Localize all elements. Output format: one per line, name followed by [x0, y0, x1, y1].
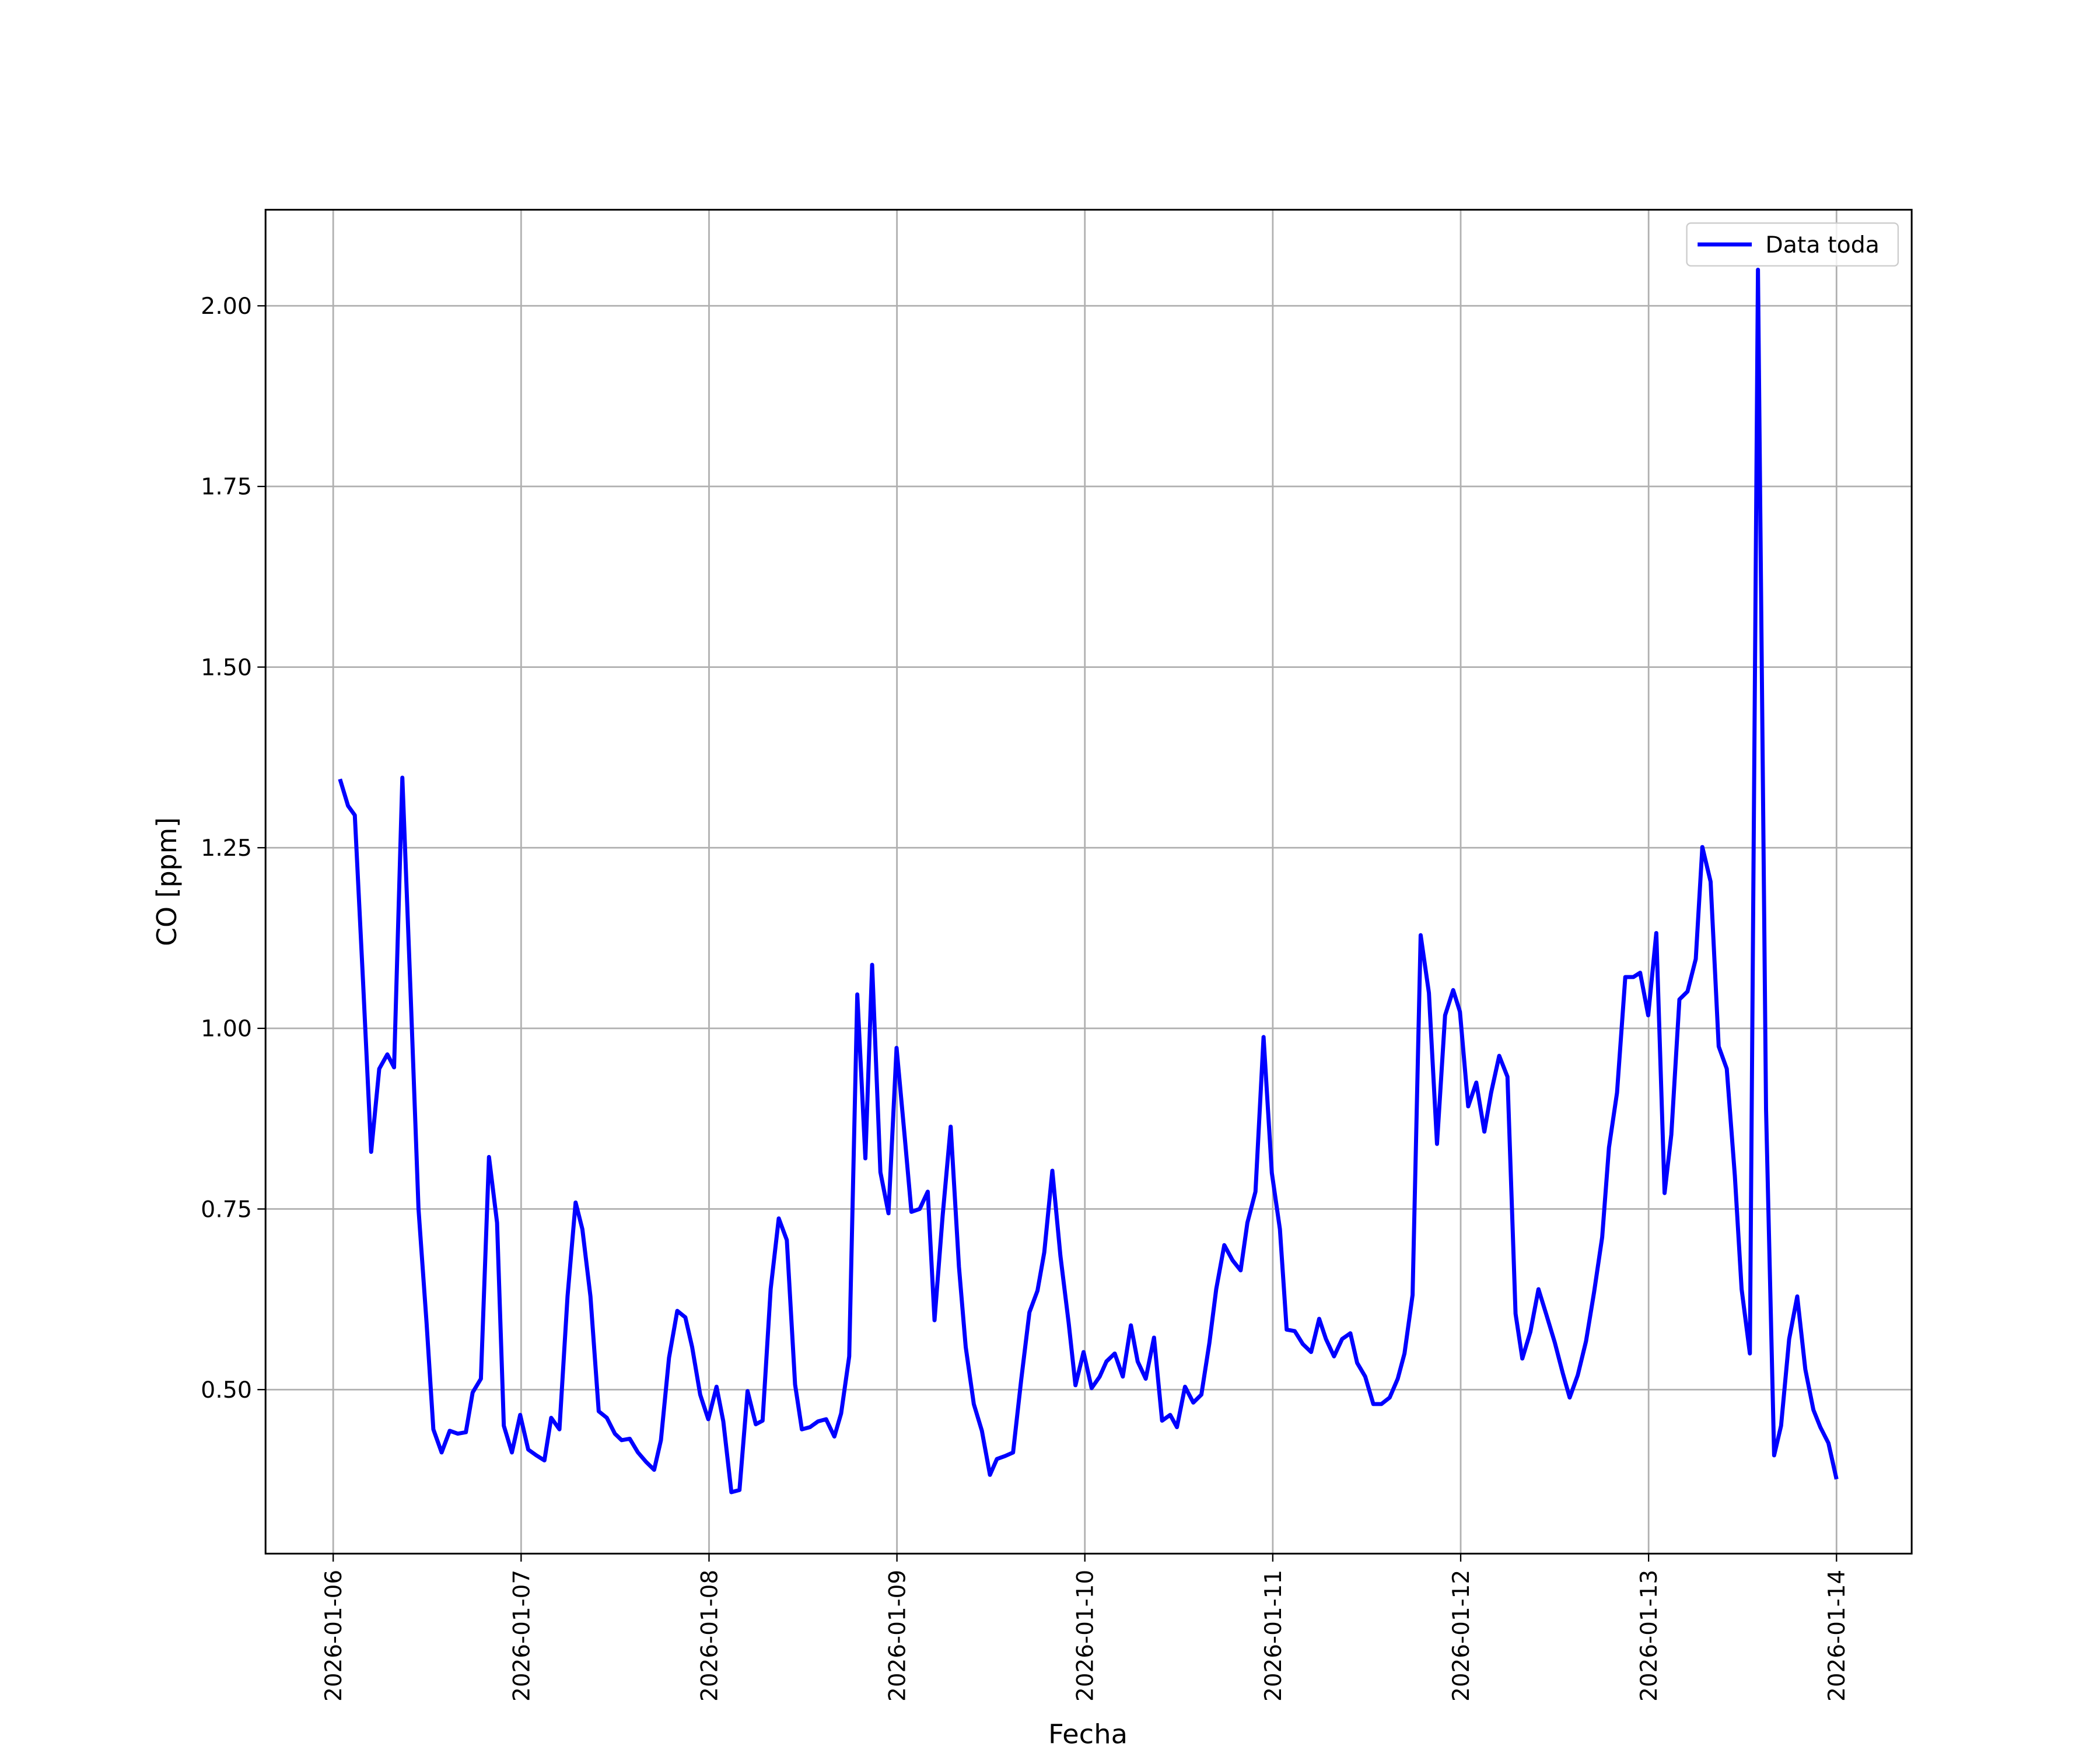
y-tick-label: 1.25 [201, 835, 252, 862]
y-tick-label: 1.00 [201, 1016, 252, 1042]
x-tick-label: 2026-01-09 [884, 1570, 911, 1702]
plot-frame [264, 209, 1913, 1555]
x-tick-label: 2026-01-10 [1072, 1570, 1098, 1702]
x-tick-label: 2026-01-14 [1824, 1570, 1850, 1702]
y-tick-label: 2.00 [201, 293, 252, 320]
y-tick-label: 0.50 [201, 1377, 252, 1404]
x-tick-label: 2026-01-11 [1261, 1570, 1287, 1702]
legend-box [1686, 222, 1899, 267]
legend-label: Data toda [1765, 232, 1880, 258]
x-tick-label: 2026-01-07 [509, 1570, 535, 1702]
x-tick-label: 2026-01-13 [1636, 1570, 1662, 1702]
y-tick-label: 1.50 [201, 655, 252, 681]
x-tick-label: 2026-01-08 [696, 1570, 723, 1702]
x-tick-label: 2026-01-12 [1448, 1570, 1475, 1702]
x-axis-label: Fecha [1048, 1718, 1128, 1750]
x-tick-label: 2026-01-06 [321, 1570, 347, 1702]
y-axis-label: CO [ppm] [151, 817, 183, 946]
y-tick-label: 0.75 [201, 1197, 252, 1223]
y-tick-label: 1.75 [201, 474, 252, 501]
data-line [338, 267, 1839, 1494]
